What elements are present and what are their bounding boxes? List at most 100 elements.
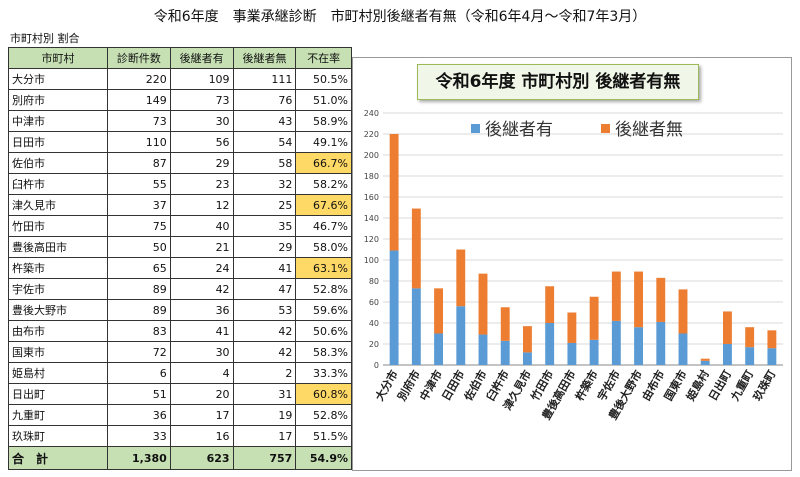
cell-no: 43: [232, 110, 297, 132]
bar-successor-no: [434, 288, 443, 334]
x-tick-label: 佐伯市: [460, 368, 489, 404]
cell-name: 臼杵市: [8, 173, 108, 195]
table-row: 姫島村 6 4 2 33.3%: [8, 362, 352, 384]
cell-rate: 49.1%: [295, 131, 352, 153]
cell-count: 37: [107, 194, 171, 216]
table-row: 大分市 220 109 111 50.5%: [8, 68, 352, 90]
cell-count: 149: [107, 89, 171, 111]
cell-count: 50: [107, 236, 171, 258]
cell-rate: 66.7%: [295, 152, 352, 174]
bar-successor-no: [523, 326, 532, 353]
bar-successor-yes: [500, 340, 510, 365]
bar-successor-no: [678, 289, 688, 334]
y-tick-label: 40: [369, 319, 379, 328]
cell-yes: 16: [169, 425, 234, 447]
page-title: 令和6年度 事業承継診断 市町村別後継者有無（令和6年4月～令和7年3月）: [153, 9, 647, 25]
cell-no: 41: [232, 257, 297, 279]
bar-successor-no: [767, 330, 777, 349]
cell-no: 42: [232, 320, 297, 342]
total-no: 757: [232, 446, 297, 470]
cell-count: 220: [107, 68, 171, 90]
bar-successor-yes: [389, 250, 399, 365]
bar-successor-no: [700, 358, 710, 361]
cell-name: 日出町: [8, 383, 108, 405]
cell-yes: 29: [169, 152, 234, 174]
data-table: 市町村 診断件数 後継者有 後継者無 不在率 大分市 220 109 111 50.5%…: [8, 47, 352, 470]
bar-successor-yes: [411, 288, 421, 365]
table-row: 国東市 72 30 42 58.3%: [8, 341, 352, 363]
cell-name: 宇佐市: [8, 278, 108, 300]
y-tick-label: 240: [364, 109, 379, 118]
cell-no: 19: [232, 404, 297, 426]
cell-count: 75: [107, 215, 171, 237]
total-count: 1,380: [107, 446, 171, 470]
cell-no: 47: [232, 278, 297, 300]
cell-yes: 30: [169, 110, 234, 132]
total-rate: 54.9%: [295, 446, 352, 470]
cell-yes: 41: [169, 320, 234, 342]
cell-name: 津久見市: [8, 194, 108, 216]
bar-successor-no: [545, 286, 555, 323]
table-row: 臼杵市 55 23 32 58.2%: [8, 173, 352, 195]
cell-rate: 63.1%: [295, 257, 352, 279]
cell-no: 111: [232, 68, 297, 90]
table-row: 津久見市 37 12 25 67.6%: [8, 194, 352, 216]
table-row: 玖珠町 33 16 17 51.5%: [8, 425, 352, 447]
cell-rate: 59.6%: [295, 299, 352, 321]
x-tick-label: 別府市: [394, 368, 423, 404]
bar-successor-no: [500, 307, 510, 341]
cell-yes: 12: [169, 194, 234, 216]
table-row: 日田市 110 56 54 49.1%: [8, 131, 352, 153]
cell-no: 35: [232, 215, 297, 237]
cell-rate: 52.8%: [295, 404, 352, 426]
bar-successor-no: [611, 271, 621, 321]
cell-rate: 51.5%: [295, 425, 352, 447]
table-row: 杵築市 65 24 41 63.1%: [8, 257, 352, 279]
cell-count: 72: [107, 341, 171, 363]
table-row: 佐伯市 87 29 58 66.7%: [8, 152, 352, 174]
x-tick-label: 玖珠町: [750, 368, 779, 404]
cell-yes: 17: [169, 404, 234, 426]
legend-swatch: [471, 124, 480, 133]
chart-panel: 0 20 40 60 80 100 120 140 160 180 200 220 240 大分市 別府市中…: [352, 57, 792, 471]
header-count: 診断件数: [107, 47, 171, 69]
cell-name: 由布市: [8, 320, 108, 342]
cell-name: 杵築市: [8, 257, 108, 279]
bar-successor-yes: [678, 333, 688, 365]
cell-no: 58: [232, 152, 297, 174]
bar-successor-yes: [567, 342, 577, 365]
cell-name: 豊後大野市: [8, 299, 108, 321]
cell-yes: 73: [169, 89, 234, 111]
cell-name: 国東市: [8, 341, 108, 363]
cell-no: 32: [232, 173, 297, 195]
bar-successor-no: [656, 277, 666, 322]
bar-successor-no: [478, 273, 488, 335]
cell-count: 87: [107, 152, 171, 174]
cell-rate: 58.9%: [295, 110, 352, 132]
y-tick-label: 100: [364, 256, 379, 265]
cell-rate: 67.6%: [295, 194, 352, 216]
bar-successor-no: [723, 311, 732, 344]
bar-successor-no: [411, 208, 421, 289]
bar-successor-yes: [656, 321, 666, 365]
cell-name: 竹田市: [8, 215, 108, 237]
total-yes: 623: [169, 446, 234, 470]
bar-successor-no: [567, 312, 577, 343]
table-total-row: 合 計 1,380 623 757 54.9%: [8, 446, 352, 470]
cell-rate: 52.8%: [295, 278, 352, 300]
y-tick-label: 180: [364, 172, 379, 181]
legend-swatch: [601, 124, 610, 133]
y-tick-label: 60: [369, 298, 379, 307]
table-row: 豊後大野市 89 36 53 59.6%: [8, 299, 352, 321]
cell-yes: 30: [169, 341, 234, 363]
cell-rate: 46.7%: [295, 215, 352, 237]
bar-successor-yes: [545, 323, 555, 365]
bar-successor-no: [745, 327, 755, 348]
cell-count: 65: [107, 257, 171, 279]
bar-successor-yes: [456, 306, 466, 365]
cell-count: 110: [107, 131, 171, 153]
cell-yes: 56: [169, 131, 234, 153]
cell-count: 51: [107, 383, 171, 405]
table-row: 豊後高田市 50 21 29 58.0%: [8, 236, 352, 258]
bar-successor-yes: [700, 360, 710, 365]
